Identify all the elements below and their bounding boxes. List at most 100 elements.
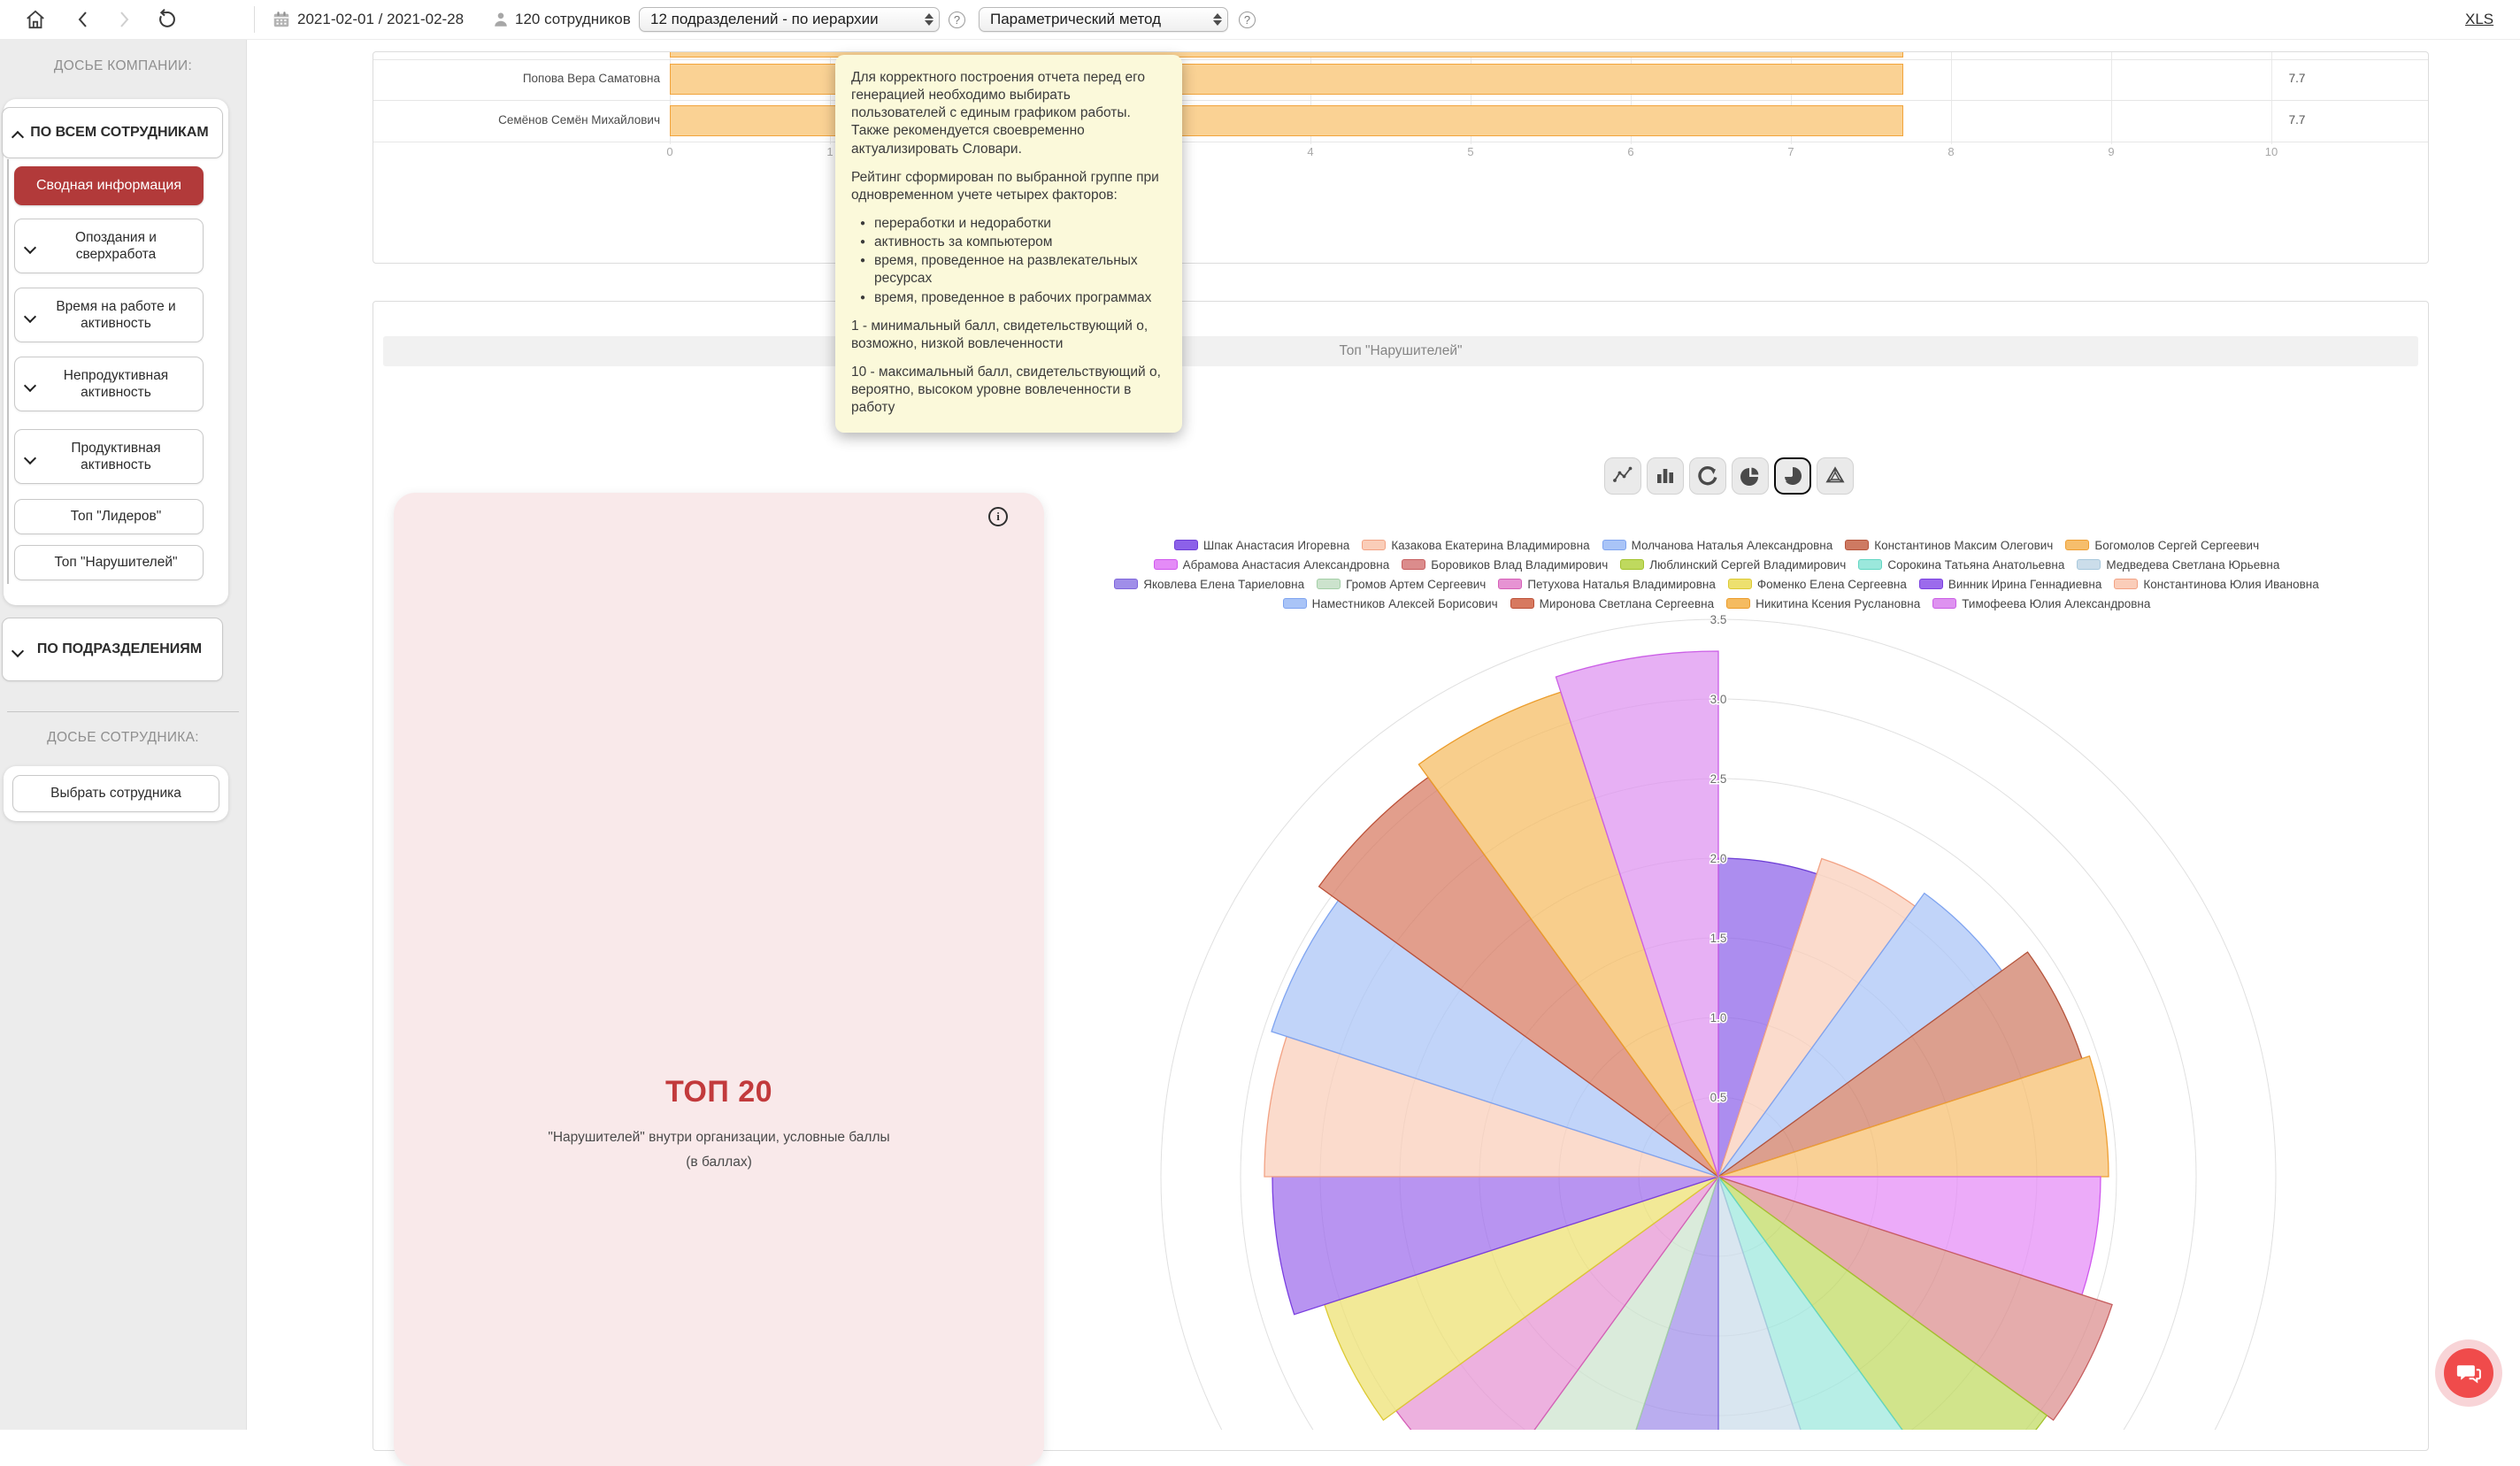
sidebar-item-all-employees[interactable]: ПО ВСЕМ СОТРУДНИКАМ xyxy=(2,107,223,158)
tooltip-paragraph: 1 - минимальный балл, свидетельствующий … xyxy=(851,318,1149,351)
bar-partial xyxy=(670,52,1903,58)
legend-name: Миронова Светлана Сергеевна xyxy=(1539,596,1715,610)
legend-swatch xyxy=(1510,598,1534,609)
legend-name: Константинова Юлия Ивановна xyxy=(2143,577,2319,591)
pie-chart-button[interactable] xyxy=(1732,457,1769,495)
tooltip-bullet-text: время, проведенное на развлекательных ре… xyxy=(874,253,1138,287)
legend-item[interactable]: Никитина Ксения Руслановна xyxy=(1726,597,1920,610)
undo-icon[interactable] xyxy=(154,7,179,32)
legend-item[interactable]: Винник Ирина Геннадиевна xyxy=(1918,578,2101,591)
legend-item[interactable]: Сорокина Татьяна Анатольевна xyxy=(1858,558,2064,572)
tooltip-bullet: ● время, проведенное в рабочих программах xyxy=(851,289,1166,307)
legend-item[interactable]: Боровиков Влад Владимирович xyxy=(1402,558,1608,572)
radial-axis-label: 1.0 xyxy=(1710,1011,1727,1025)
rose-legend: Шпак Анастасия Игоревна Казакова Екатерин… xyxy=(1097,536,2336,614)
departments-select[interactable]: 12 подразделений - по иерархии xyxy=(639,7,940,32)
bullet-dot-icon: ● xyxy=(859,237,866,248)
hr-analytics-dashboard: { "icons": { "help": "?", "info": "i" },… xyxy=(0,0,2520,1430)
legend-item[interactable]: Константинов Максим Олегович xyxy=(1845,539,2053,552)
sidebar-item[interactable]: Продуктивная активность xyxy=(14,429,204,484)
legend-name: Молчанова Наталья Александровна xyxy=(1631,538,1833,552)
rose-sector xyxy=(1717,1055,2109,1178)
legend-swatch xyxy=(1858,559,1883,570)
help-icon[interactable]: ? xyxy=(949,12,965,28)
legend-item[interactable]: Медведева Светлана Юрьевна xyxy=(2077,558,2279,572)
rose-sector xyxy=(1717,1176,2113,1422)
ring-chart-button[interactable] xyxy=(1689,457,1726,495)
x-axis-tick: 4 xyxy=(1307,145,1314,158)
forward-icon[interactable] xyxy=(111,7,136,32)
legend-row: Наместников Алексей Борисович Миронова Св… xyxy=(1097,595,2336,612)
rose-sector xyxy=(1264,1035,1719,1178)
bar-value-label: 7.7 xyxy=(2288,72,2306,85)
legend-item[interactable]: Петухова Наталья Владимировна xyxy=(1498,578,1716,591)
legend-item[interactable]: Яковлева Елена Тариеловна xyxy=(1114,578,1304,591)
bar-gridline xyxy=(1310,52,1311,144)
radial-axis-label: 3.0 xyxy=(1710,693,1727,706)
legend-item[interactable]: Наместников Алексей Борисович xyxy=(1282,596,1498,610)
bar-value-label: 7.7 xyxy=(2288,113,2306,127)
legend-swatch xyxy=(1845,540,1870,550)
legend-item[interactable]: Люблинский Сергей Владимирович xyxy=(1620,558,1846,572)
bar-row-separator xyxy=(373,100,2428,101)
legend-swatch xyxy=(1317,579,1341,589)
radar-chart-button[interactable] xyxy=(1817,457,1854,495)
tooltip-paragraph: Рейтинг сформирован по выбранной группе … xyxy=(851,169,1159,203)
legend-name: Никитина Ксения Руслановна xyxy=(1756,596,1921,610)
info-icon[interactable]: i xyxy=(988,507,1008,526)
legend-name: Наместников Алексей Борисович xyxy=(1311,596,1498,610)
back-icon[interactable] xyxy=(71,7,96,32)
legend-swatch xyxy=(2065,540,2090,550)
legend-name: Громов Артем Сергеевич xyxy=(1346,577,1487,591)
legend-swatch xyxy=(2114,579,2139,589)
rating-bar-chart-card: 012345678910Попова Вера Саматовна7.7Семё… xyxy=(373,51,2429,264)
legend-item[interactable]: Константинова Юлия Ивановна xyxy=(2114,577,2319,591)
sidebar-item-label: Топ "Лидеров" xyxy=(70,509,162,525)
sidebar-item-by-departments[interactable]: ПО ПОДРАЗДЕЛЕНИЯМ xyxy=(2,618,223,681)
sidebar-item[interactable]: Опоздания и сверхработа xyxy=(14,219,204,273)
legend-item[interactable]: Богомолов Сергей Сергеевич xyxy=(2065,539,2259,552)
legend-item[interactable]: Тимофеева Юлия Александровна xyxy=(1932,597,2150,610)
legend-item[interactable]: Миронова Светлана Сергеевна xyxy=(1510,597,1714,610)
rose-sector xyxy=(1324,1176,1719,1422)
sidebar-item-label: Непродуктивная активность xyxy=(63,367,169,400)
xls-export-link[interactable]: XLS xyxy=(2465,11,2494,27)
sidebar-item[interactable]: Топ "Нарушителей" xyxy=(14,545,204,580)
summary-info-button[interactable]: Сводная информация xyxy=(14,166,204,205)
legend-name: Боровиков Влад Владимирович xyxy=(1431,557,1609,572)
legend-item[interactable]: Шпак Анастасия Игоревна xyxy=(1173,539,1349,552)
stepper-icon xyxy=(925,13,933,26)
legend-name: Петухова Наталья Владимировна xyxy=(1527,577,1716,591)
select-employee-button[interactable]: Выбрать сотрудника xyxy=(12,775,219,812)
x-axis-tick: 7 xyxy=(1787,145,1794,158)
date-range[interactable]: 2021-02-01 / 2021-02-28 xyxy=(297,11,465,27)
sidebar-item[interactable]: Непродуктивная активность xyxy=(14,357,204,411)
bar-chart-button[interactable] xyxy=(1647,457,1684,495)
legend-name: Казакова Екатерина Владимировна xyxy=(1391,538,1590,552)
line-chart-button[interactable] xyxy=(1604,457,1641,495)
chevron-down-icon xyxy=(13,645,23,655)
legend-item[interactable]: Абрамова Анастасия Александровна xyxy=(1153,558,1389,572)
sidebar-item[interactable]: Топ "Лидеров" xyxy=(14,499,204,534)
help-icon[interactable]: ? xyxy=(1239,12,1256,28)
legend-name: Константинов Максим Олегович xyxy=(1874,538,2054,552)
employees-icon xyxy=(488,7,513,32)
legend-item[interactable]: Молчанова Наталья Александровна xyxy=(1602,538,1833,552)
legend-item[interactable]: Фоменко Елена Сергеевна xyxy=(1727,578,1907,591)
method-select[interactable]: Параметрический метод xyxy=(979,7,1228,32)
legend-item[interactable]: Казакова Екатерина Владимировна xyxy=(1362,538,1590,552)
legend-swatch xyxy=(1932,598,1957,609)
bar-row-separator xyxy=(373,59,2428,60)
chevron-down-icon xyxy=(26,380,35,389)
legend-name: Богомолов Сергей Сергеевич xyxy=(2094,538,2260,552)
rose-chart-button[interactable] xyxy=(1774,457,1811,495)
legend-swatch xyxy=(1498,579,1523,589)
chat-button[interactable] xyxy=(2435,1339,2502,1407)
legend-item[interactable]: Громов Артем Сергеевич xyxy=(1317,578,1486,591)
home-icon[interactable] xyxy=(23,7,48,32)
legend-swatch xyxy=(1918,579,1943,589)
sidebar-item-label: ПО ПОДРАЗДЕЛЕНИЯМ xyxy=(36,641,203,656)
legend-name: Тимофеева Юлия Александровна xyxy=(1962,596,2151,610)
bar-chart: 012345678910Попова Вера Саматовна7.7Семё… xyxy=(373,52,2428,263)
sidebar-item[interactable]: Время на работе и активность xyxy=(14,288,204,342)
